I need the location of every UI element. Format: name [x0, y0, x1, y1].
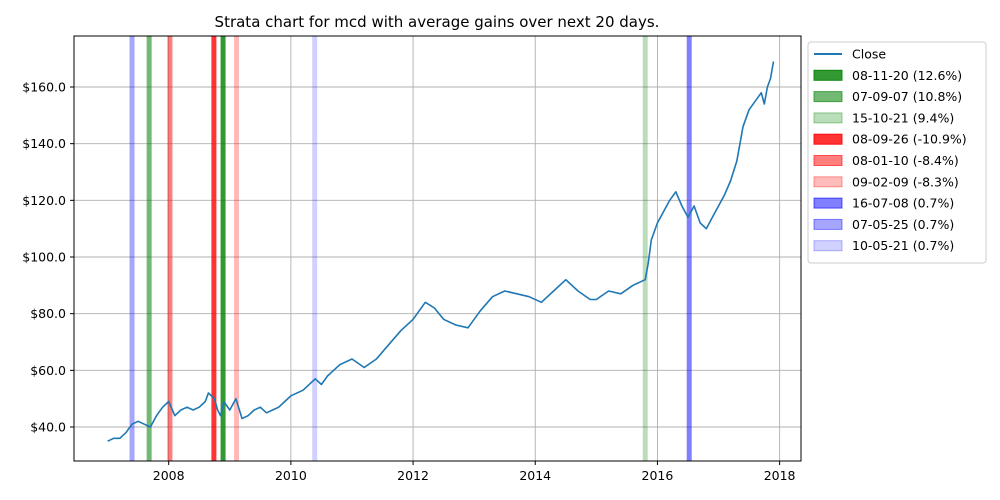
y-tick-label: $100.0 — [22, 250, 66, 265]
legend-swatch-patch — [813, 176, 843, 188]
y-tick-label: $160.0 — [22, 80, 66, 95]
axes-frame — [73, 35, 802, 462]
strata-band — [234, 36, 240, 461]
strata-band — [129, 36, 135, 461]
legend-swatch-patch — [813, 112, 843, 124]
legend-label: 16-07-08 (0.7%) — [852, 196, 954, 211]
x-tick-label: 2014 — [519, 468, 551, 483]
y-tick-label: $120.0 — [22, 193, 66, 208]
legend-swatch-patch — [813, 240, 843, 252]
chart-title: Strata chart for mcd with average gains … — [215, 13, 660, 31]
legend-swatch-patch — [813, 197, 843, 209]
x-tick-label: 2018 — [764, 468, 796, 483]
strata-band — [167, 36, 173, 461]
legend-swatch-patch — [813, 155, 843, 166]
legend-swatch-patch — [813, 91, 843, 103]
strata-band — [220, 36, 226, 461]
strata-band — [642, 36, 648, 461]
legend-label: Close — [852, 47, 886, 62]
x-tick-label: 2012 — [397, 468, 429, 483]
legend-label: 08-11-20 (12.6%) — [852, 68, 962, 83]
x-tick-label: 2008 — [153, 468, 185, 483]
legend-label: 07-09-07 (10.8%) — [852, 89, 962, 104]
x-tick-label: 2010 — [275, 468, 307, 483]
y-tick-label: $140.0 — [22, 136, 66, 151]
legend-label: 15-10-21 (9.4%) — [852, 110, 954, 125]
legend-box — [807, 41, 987, 264]
legend-label: 10-05-21 (0.7%) — [852, 238, 954, 253]
legend-label: 08-09-26 (-10.9%) — [852, 132, 967, 147]
legend-swatch-patch — [813, 218, 843, 230]
strata-band — [146, 36, 152, 461]
legend-label: 07-05-25 (0.7%) — [852, 217, 954, 232]
y-tick-label: $80.0 — [30, 306, 66, 321]
y-tick-label: $40.0 — [30, 420, 66, 435]
legend: Close 08-11-20 (12.6%) 07-09-07 (10.8%) 15-… — [807, 41, 987, 264]
legend-label: 09-02-09 (-8.3%) — [852, 174, 959, 189]
legend-label: 08-01-10 (-8.4%) — [852, 153, 959, 168]
legend-swatch-patch — [813, 69, 843, 81]
strata-band — [211, 36, 217, 461]
strata-band — [312, 36, 318, 461]
legend-swatch-patch — [813, 133, 843, 145]
y-tick-label: $60.0 — [30, 363, 66, 378]
close-series-line — [107, 61, 775, 442]
strata-band — [686, 36, 692, 461]
plot-area: 2008 2010 2012 2014 2016 2018 $40.0 $60.0 $80.0 $… — [22, 35, 802, 483]
x-tick-label: 2016 — [642, 468, 674, 483]
